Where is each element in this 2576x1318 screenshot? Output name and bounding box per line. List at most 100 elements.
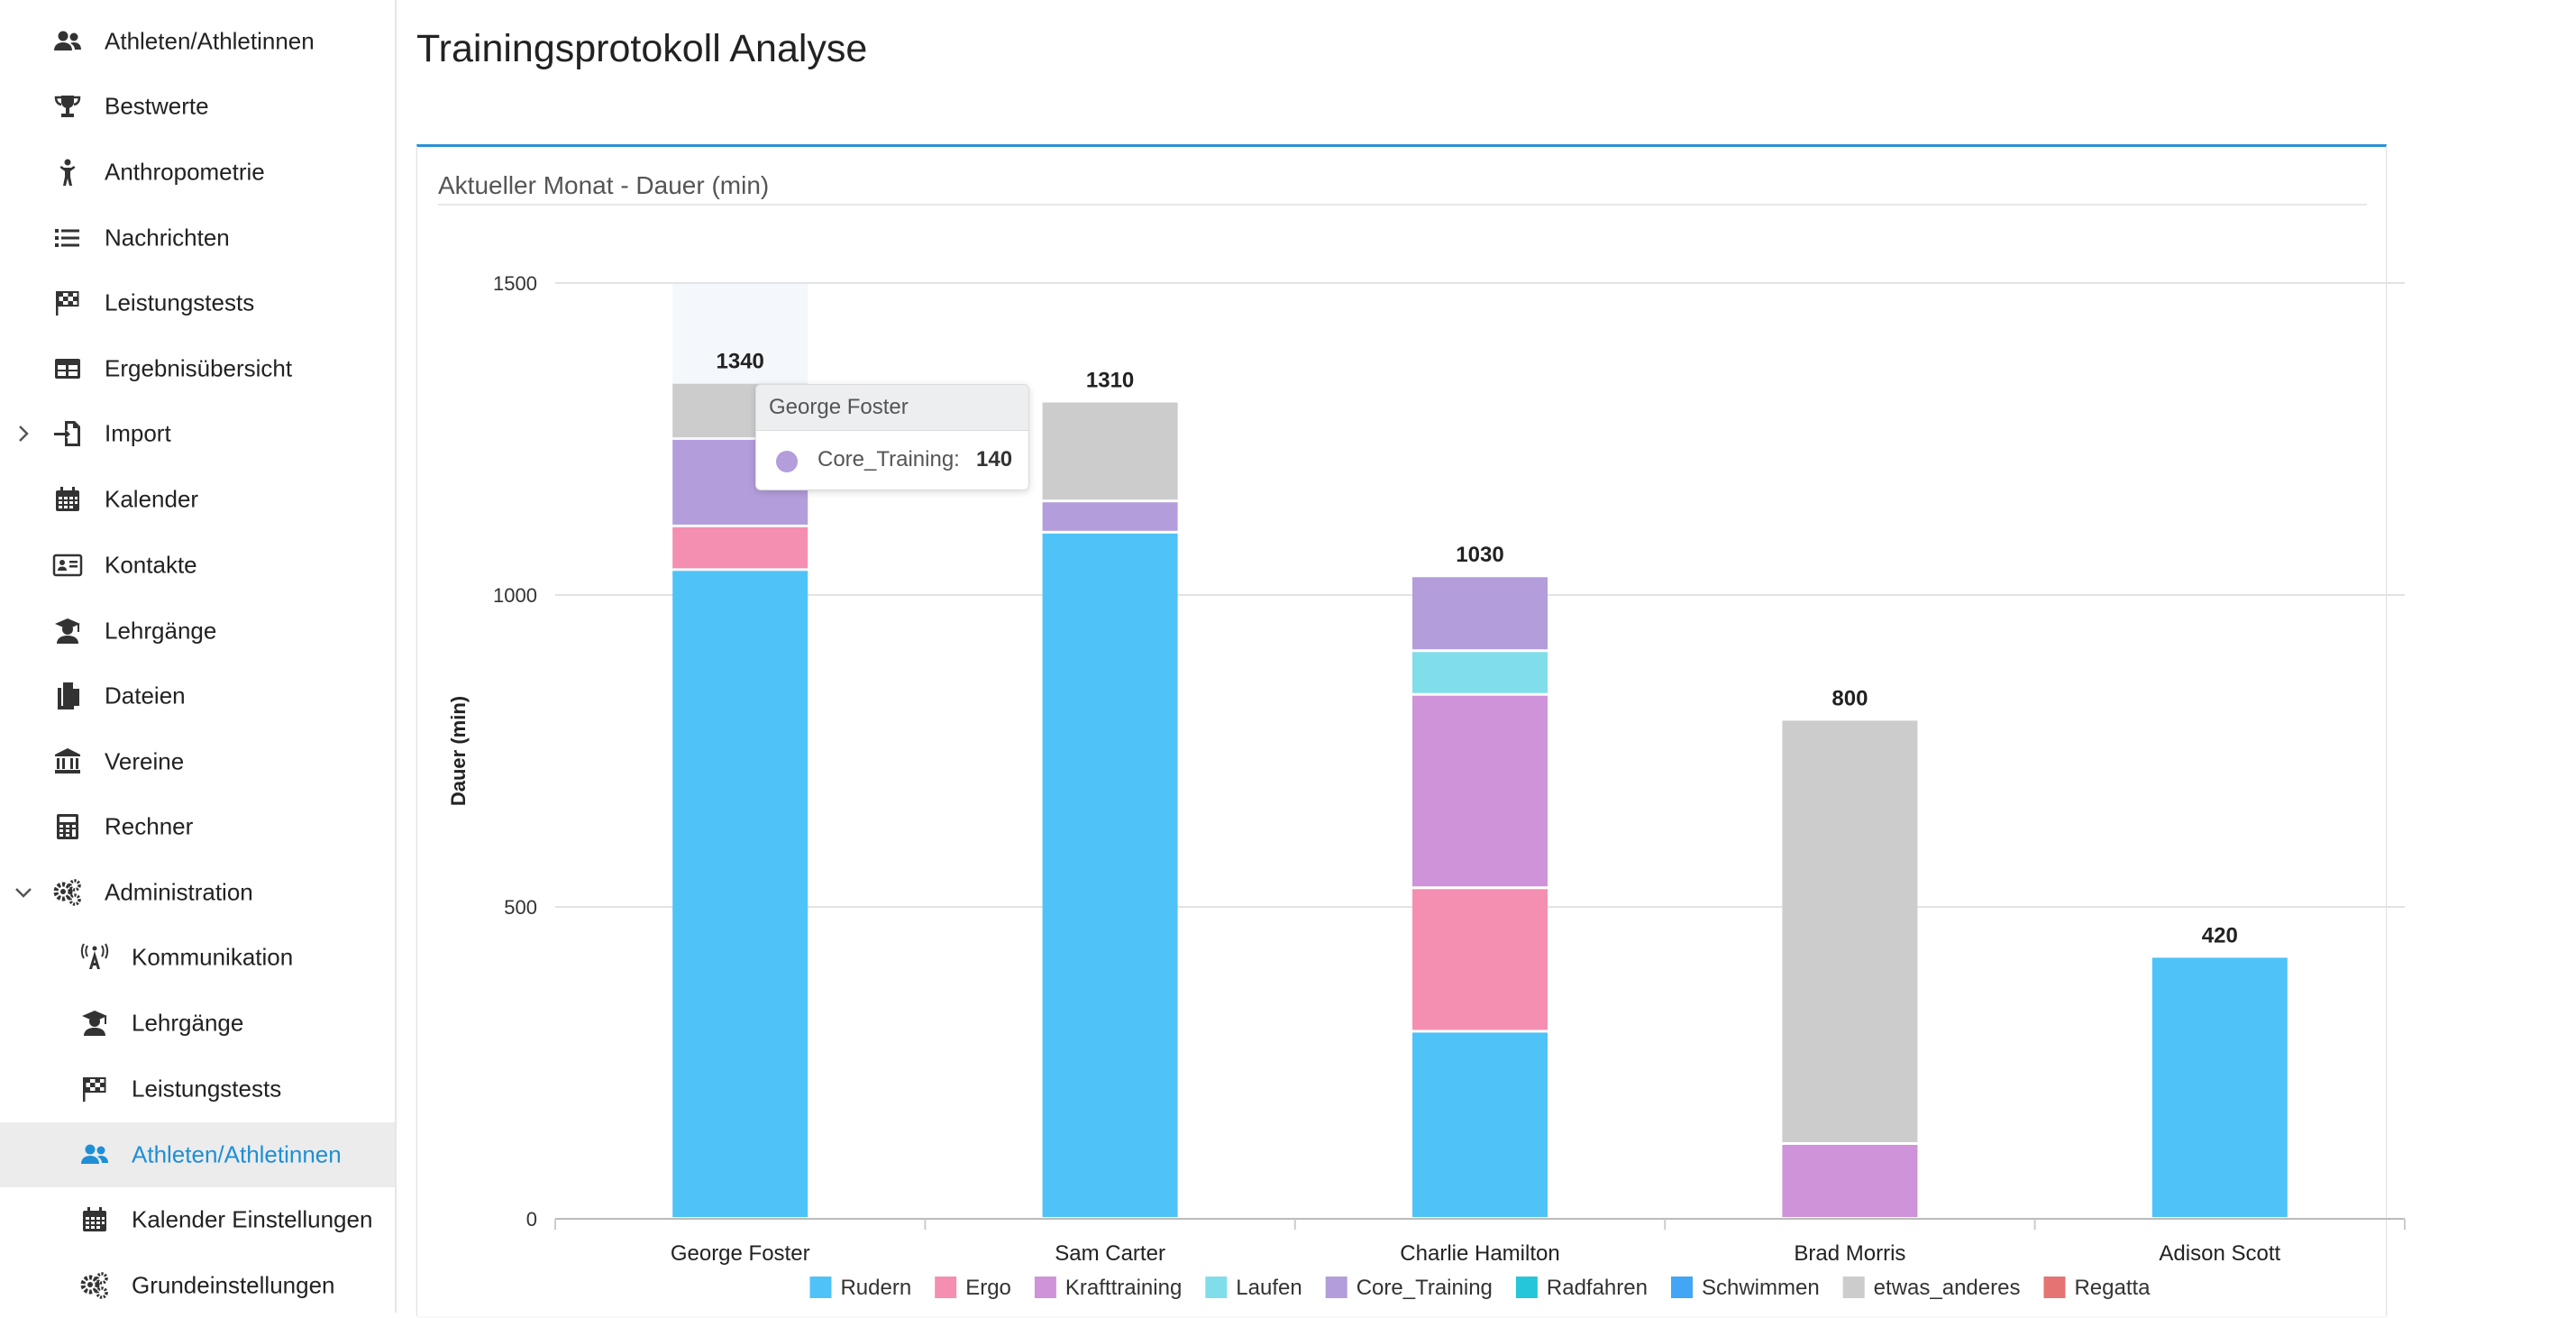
bar-total-label: 1310	[1086, 368, 1134, 392]
legend-item-krafttraining[interactable]: Krafttraining	[1034, 1276, 1182, 1300]
sidebar-item-bestwerte[interactable]: Bestwerte	[0, 74, 395, 139]
sidebar-item-admin-kommunikation[interactable]: Kommunikation	[0, 925, 395, 990]
y-tick-label: 500	[504, 896, 537, 919]
bar-segment-etwas-anderes[interactable]	[1042, 402, 1178, 500]
y-tick-label: 1500	[493, 272, 537, 295]
bar-total-label: 420	[2202, 923, 2238, 947]
sidebar-item-label: Anthropometrie	[105, 158, 265, 186]
sidebar-item-admin-grundeinstellungen[interactable]: Grundeinstellungen	[0, 1253, 395, 1318]
x-category-label: Adison Scott	[2159, 1241, 2280, 1266]
x-category-label: Sam Carter	[1055, 1241, 1165, 1266]
sidebar-item-kalender[interactable]: Kalender	[0, 467, 395, 532]
legend-swatch	[2043, 1277, 2066, 1298]
panel-title: Aktueller Monat - Dauer (min)	[438, 171, 770, 199]
sidebar-item-label: Lehrgänge	[132, 1009, 244, 1037]
y-tick-label: 1000	[493, 584, 537, 607]
bar-segment-rudern[interactable]	[672, 571, 808, 1217]
trophy-icon	[52, 91, 83, 122]
sidebar-item-label: Vereine	[105, 747, 185, 775]
sidebar-item-label: Leistungstests	[105, 288, 255, 316]
sidebar-item-dateien[interactable]: Dateien	[0, 664, 395, 728]
chart-tooltip: George Foster Core_Training: 140	[755, 384, 1029, 490]
sidebar-item-label: Athleten/Athletinnen	[105, 27, 315, 55]
legend-swatch	[1034, 1277, 1056, 1298]
chevron-right-icon[interactable]	[13, 423, 34, 444]
sidebar-item-anthropometrie[interactable]: Anthropometrie	[0, 140, 395, 205]
bar-segment-core-training[interactable]	[1412, 577, 1548, 650]
sidebar-item-lehrgänge[interactable]: Lehrgänge	[0, 599, 395, 664]
sidebar-item-ergebnisübersicht[interactable]: Ergebnisübersicht	[0, 336, 395, 401]
legend-item-laufen[interactable]: Laufen	[1205, 1276, 1302, 1300]
sidebar-item-label: Grundeinstellungen	[132, 1271, 335, 1299]
legend-swatch	[1205, 1277, 1228, 1298]
bar-segment-rudern[interactable]	[1412, 1032, 1548, 1217]
legend-item-regatta[interactable]: Regatta	[2043, 1276, 2151, 1300]
bar-segment-rudern[interactable]	[2151, 957, 2288, 1217]
sidebar-item-vereine[interactable]: Vereine	[0, 729, 395, 794]
sidebar: Athleten/Athletinnen Bestwerte Anthropomet…	[0, 0, 397, 1313]
sidebar-item-admin-kalender-einstellungen[interactable]: Kalender Einstellungen	[0, 1187, 395, 1252]
sidebar-item-admin-athleten-athletinnen[interactable]: Athleten/Athletinnen	[0, 1122, 395, 1187]
bar-segment-rudern[interactable]	[1042, 533, 1178, 1217]
bar-segment-krafttraining[interactable]	[1412, 695, 1548, 887]
sidebar-item-kontakte[interactable]: Kontakte	[0, 533, 395, 598]
list-icon	[52, 223, 83, 253]
tooltip-series-name: Core_Training:	[818, 447, 960, 471]
sidebar-item-label: Kontakte	[105, 551, 197, 579]
legend-label: Laufen	[1236, 1276, 1302, 1300]
sidebar-item-admin-lehrgänge[interactable]: Lehrgänge	[0, 991, 395, 1056]
x-category-label: Charlie Hamilton	[1400, 1241, 1559, 1266]
sidebar-item-nachrichten[interactable]: Nachrichten	[0, 206, 395, 270]
graduate-icon	[79, 1008, 110, 1039]
sidebar-item-administration[interactable]: Administration	[0, 860, 395, 925]
panel-divider	[438, 204, 2367, 206]
legend-label: Ergo	[965, 1276, 1011, 1300]
sidebar-item-label: Kommunikation	[132, 943, 294, 971]
users-icon	[52, 26, 83, 57]
legend-swatch	[809, 1277, 832, 1298]
import-icon	[52, 418, 83, 449]
sidebar-item-rechner[interactable]: Rechner	[0, 794, 395, 859]
legend-label: Krafttraining	[1065, 1276, 1182, 1300]
legend-item-etwas-anderes[interactable]: etwas_anderes	[1842, 1276, 2021, 1300]
legend-item-ergo[interactable]: Ergo	[935, 1276, 1011, 1300]
table-icon	[52, 353, 83, 384]
legend-item-rudern[interactable]: Rudern	[809, 1276, 911, 1300]
calendar-icon	[79, 1204, 110, 1235]
sidebar-item-admin-leistungstests[interactable]: Leistungstests	[0, 1057, 395, 1121]
legend-swatch	[1325, 1277, 1347, 1298]
bar-segment-etwas-anderes[interactable]	[1782, 720, 1918, 1142]
chevron-down-icon[interactable]	[13, 882, 34, 903]
x-category-label: George Foster	[671, 1241, 810, 1266]
legend-label: Core_Training	[1357, 1276, 1493, 1300]
legend-label: Rudern	[840, 1276, 911, 1300]
bar-segment-laufen[interactable]	[1412, 652, 1548, 693]
sidebar-item-label: Kalender	[105, 485, 199, 513]
institution-icon	[52, 746, 83, 777]
legend-label: etwas_anderes	[1874, 1276, 2021, 1300]
sidebar-item-athleten-athletinnen[interactable]: Athleten/Athletinnen	[0, 9, 395, 74]
legend-item-schwimmen[interactable]: Schwimmen	[1670, 1276, 1820, 1300]
sidebar-item-label: Athleten/Athletinnen	[132, 1140, 342, 1168]
broadcast-icon	[79, 942, 110, 973]
legend-item-radfahren[interactable]: Radfahren	[1515, 1276, 1648, 1300]
bar-total-label: 1340	[717, 350, 764, 374]
tooltip-series-dot	[776, 451, 798, 472]
sidebar-item-leistungstests[interactable]: Leistungstests	[0, 270, 395, 335]
legend-swatch	[1515, 1277, 1538, 1298]
page-title: Trainingsprotokoll Analyse	[416, 27, 868, 70]
sidebar-item-label: Nachrichten	[105, 224, 230, 252]
legend-label: Radfahren	[1547, 1276, 1648, 1300]
legend-swatch	[935, 1277, 957, 1298]
bar-segment-krafttraining[interactable]	[1782, 1144, 1918, 1217]
checkered-flag-icon	[79, 1074, 110, 1104]
sidebar-item-label: Bestwerte	[105, 92, 209, 120]
bar-segment-ergo[interactable]	[672, 526, 808, 569]
sidebar-item-label: Import	[105, 419, 171, 447]
bar-segment-ergo[interactable]	[1412, 889, 1548, 1030]
legend-item-core-training[interactable]: Core_Training	[1325, 1276, 1493, 1300]
calendar-icon	[52, 484, 83, 515]
sidebar-item-import[interactable]: Import	[0, 401, 395, 466]
bar-segment-core-training[interactable]	[1042, 502, 1178, 531]
